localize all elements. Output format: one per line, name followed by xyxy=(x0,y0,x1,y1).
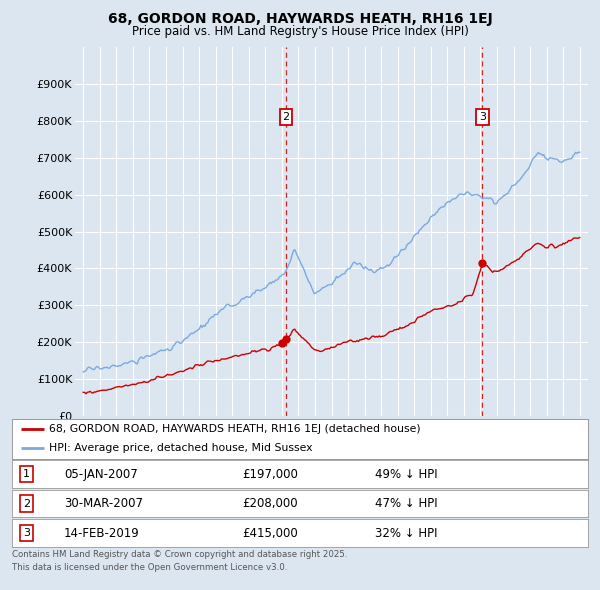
Text: 05-JAN-2007: 05-JAN-2007 xyxy=(64,467,137,481)
Text: 30-MAR-2007: 30-MAR-2007 xyxy=(64,497,143,510)
Text: 3: 3 xyxy=(23,528,30,538)
Text: 47% ↓ HPI: 47% ↓ HPI xyxy=(375,497,437,510)
Text: 68, GORDON ROAD, HAYWARDS HEATH, RH16 1EJ (detached house): 68, GORDON ROAD, HAYWARDS HEATH, RH16 1E… xyxy=(49,424,421,434)
Text: Contains HM Land Registry data © Crown copyright and database right 2025.: Contains HM Land Registry data © Crown c… xyxy=(12,550,347,559)
Text: 68, GORDON ROAD, HAYWARDS HEATH, RH16 1EJ: 68, GORDON ROAD, HAYWARDS HEATH, RH16 1E… xyxy=(107,12,493,26)
Text: £208,000: £208,000 xyxy=(242,497,298,510)
Text: HPI: Average price, detached house, Mid Sussex: HPI: Average price, detached house, Mid … xyxy=(49,442,313,453)
Text: 14-FEB-2019: 14-FEB-2019 xyxy=(64,526,140,540)
Text: This data is licensed under the Open Government Licence v3.0.: This data is licensed under the Open Gov… xyxy=(12,563,287,572)
Text: 3: 3 xyxy=(479,112,486,122)
Text: 2: 2 xyxy=(23,499,30,509)
Text: 32% ↓ HPI: 32% ↓ HPI xyxy=(375,526,437,540)
Text: 2: 2 xyxy=(283,112,290,122)
Text: 1: 1 xyxy=(23,469,30,479)
Text: 49% ↓ HPI: 49% ↓ HPI xyxy=(375,467,437,481)
Text: £415,000: £415,000 xyxy=(242,526,298,540)
Text: £197,000: £197,000 xyxy=(242,467,298,481)
Text: Price paid vs. HM Land Registry's House Price Index (HPI): Price paid vs. HM Land Registry's House … xyxy=(131,25,469,38)
